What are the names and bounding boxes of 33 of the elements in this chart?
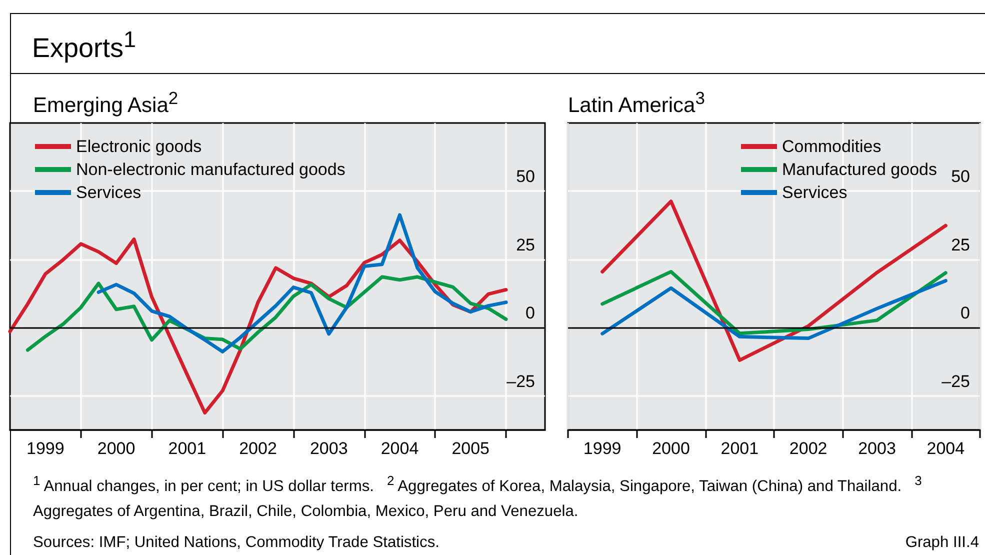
chart-subtitle: Emerging Asia$^{2}$ — [33, 88, 178, 118]
chart-subtitle: Latin America$^{3}$ — [568, 88, 705, 118]
x-tick-label: 2003 — [858, 439, 896, 458]
y-tick-label: –25 — [506, 372, 535, 391]
x-tick-label: 1999 — [26, 439, 64, 458]
x-tick-label: 2003 — [310, 439, 348, 458]
legend-label: Services — [782, 183, 848, 202]
y-tick-label: 25 — [951, 235, 970, 254]
y-tick-label: 0 — [960, 304, 970, 323]
y-tick-label: –25 — [942, 372, 970, 391]
legend-label: Non-electronic manufactured goods — [76, 160, 346, 179]
y-tick-label: 50 — [951, 167, 970, 186]
y-tick-label: 25 — [516, 235, 535, 254]
legend-label: Services — [76, 183, 142, 202]
x-tick-label: 1999 — [583, 439, 622, 458]
source-note: Sources: IMF; United Nations, Commodity Trade Statistics. — [33, 533, 440, 554]
x-tick-label: 2005 — [452, 439, 490, 458]
legend-label: Manufactured goods — [782, 160, 938, 179]
legend-label: Commodities — [782, 137, 882, 156]
x-tick-label: 2001 — [720, 439, 759, 458]
legend-label: Electronic goods — [76, 137, 202, 156]
x-tick-label: 2001 — [168, 439, 206, 458]
x-tick-label: 2000 — [652, 439, 690, 458]
y-tick-label: 0 — [526, 304, 535, 323]
x-tick-label: 2004 — [926, 439, 965, 458]
y-tick-label: 50 — [516, 167, 535, 186]
chart-title: Exports$^{1}$ — [32, 27, 136, 64]
text: Graph III.4 — [905, 533, 979, 554]
x-tick-label: 2004 — [380, 439, 419, 458]
x-tick-label: 2002 — [239, 439, 277, 458]
text: $^{1}$ Annual changes, in per cent; in US dollar terms. $^{2}$ Aggregates of Korea, Malaysia, Singapore, Taiwan (China) and Thailand. $^{3}$ Aggregates of Argentina, Brazil, Chile, Colombia, Mexico, Peru and Venezuela. — [33, 473, 922, 520]
x-tick-label: 2000 — [97, 439, 136, 458]
x-tick-label: 2002 — [789, 439, 828, 458]
